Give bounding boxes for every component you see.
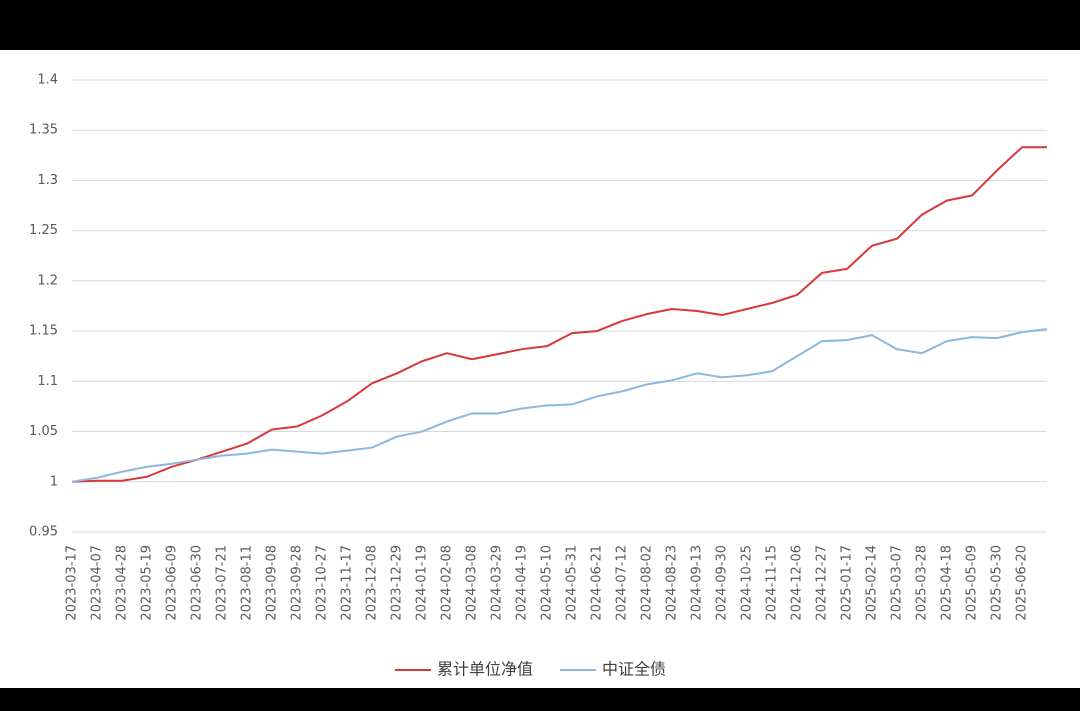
chart-background <box>0 50 1080 688</box>
x-tick-label: 2025-01-17 <box>840 545 855 621</box>
x-tick-label: 2024-01-19 <box>415 545 430 621</box>
x-tick-label: 2024-08-02 <box>640 545 655 621</box>
x-tick-label: 2024-05-10 <box>540 545 555 621</box>
y-tick-label: 1.1 <box>37 374 58 389</box>
x-tick-label: 2025-02-14 <box>865 545 880 621</box>
top-bar <box>0 0 1080 50</box>
x-tick-label: 2023-09-28 <box>290 545 305 621</box>
y-tick-label: 1.05 <box>29 424 58 439</box>
x-tick-label: 2024-12-27 <box>815 545 830 621</box>
x-tick-label: 2024-05-31 <box>565 545 580 621</box>
y-tick-label: 1.4 <box>37 73 58 88</box>
x-tick-label: 2024-09-13 <box>690 545 705 621</box>
x-tick-label: 2024-04-19 <box>515 545 530 621</box>
x-tick-label: 2025-03-07 <box>890 545 905 621</box>
y-tick-label: 1.2 <box>37 273 58 288</box>
x-tick-label: 2025-03-28 <box>915 545 930 621</box>
y-tick-label: 1 <box>50 474 58 489</box>
x-tick-label: 2025-05-09 <box>965 545 980 621</box>
series-line <box>71 146 1047 483</box>
x-tick-label: 2024-08-23 <box>665 545 680 621</box>
series-line <box>71 328 1048 483</box>
x-tick-label: 2023-06-09 <box>165 545 180 621</box>
x-tick-label: 2025-06-20 <box>1015 545 1030 621</box>
y-tick-label: 0.95 <box>29 525 58 540</box>
x-tick-label: 2023-03-17 <box>65 545 80 621</box>
bottom-bar <box>0 688 1080 711</box>
x-tick-label: 2024-07-12 <box>615 545 630 621</box>
x-tick-label: 2024-11-15 <box>765 545 780 621</box>
x-tick-label: 2023-10-27 <box>315 545 330 621</box>
y-tick-label: 1.35 <box>29 123 58 138</box>
x-tick-label: 2023-04-28 <box>115 545 130 621</box>
x-tick-label: 2024-09-30 <box>715 545 730 621</box>
x-tick-label: 2024-12-06 <box>790 545 805 621</box>
x-tick-label: 2024-03-29 <box>490 545 505 621</box>
legend-label: 中证全债 <box>602 660 666 679</box>
x-tick-label: 2024-06-21 <box>590 545 605 621</box>
x-tick-label: 2025-04-18 <box>940 545 955 621</box>
x-tick-label: 2023-11-17 <box>340 545 355 621</box>
x-tick-label: 2023-12-08 <box>365 545 380 621</box>
x-tick-label: 2023-07-21 <box>215 545 230 621</box>
x-tick-label: 2023-04-07 <box>90 545 105 621</box>
x-tick-label: 2025-05-30 <box>990 545 1005 621</box>
legend-label: 累计单位净值 <box>437 660 533 679</box>
x-tick-label: 2023-12-29 <box>390 545 405 621</box>
y-tick-label: 1.25 <box>29 223 58 238</box>
x-tick-label: 2023-08-11 <box>240 545 255 621</box>
y-tick-label: 1.15 <box>29 324 58 339</box>
x-tick-label: 2023-05-19 <box>140 545 155 621</box>
x-tick-label: 2024-10-25 <box>740 545 755 621</box>
x-tick-label: 2023-09-08 <box>265 545 280 621</box>
x-tick-label: 2024-03-08 <box>465 545 480 621</box>
x-tick-label: 2023-06-30 <box>190 545 205 621</box>
y-tick-label: 1.3 <box>37 173 58 188</box>
x-tick-label: 2024-02-08 <box>440 545 455 621</box>
